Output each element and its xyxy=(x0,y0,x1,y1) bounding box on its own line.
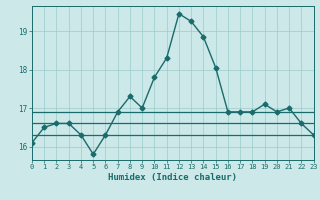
X-axis label: Humidex (Indice chaleur): Humidex (Indice chaleur) xyxy=(108,173,237,182)
